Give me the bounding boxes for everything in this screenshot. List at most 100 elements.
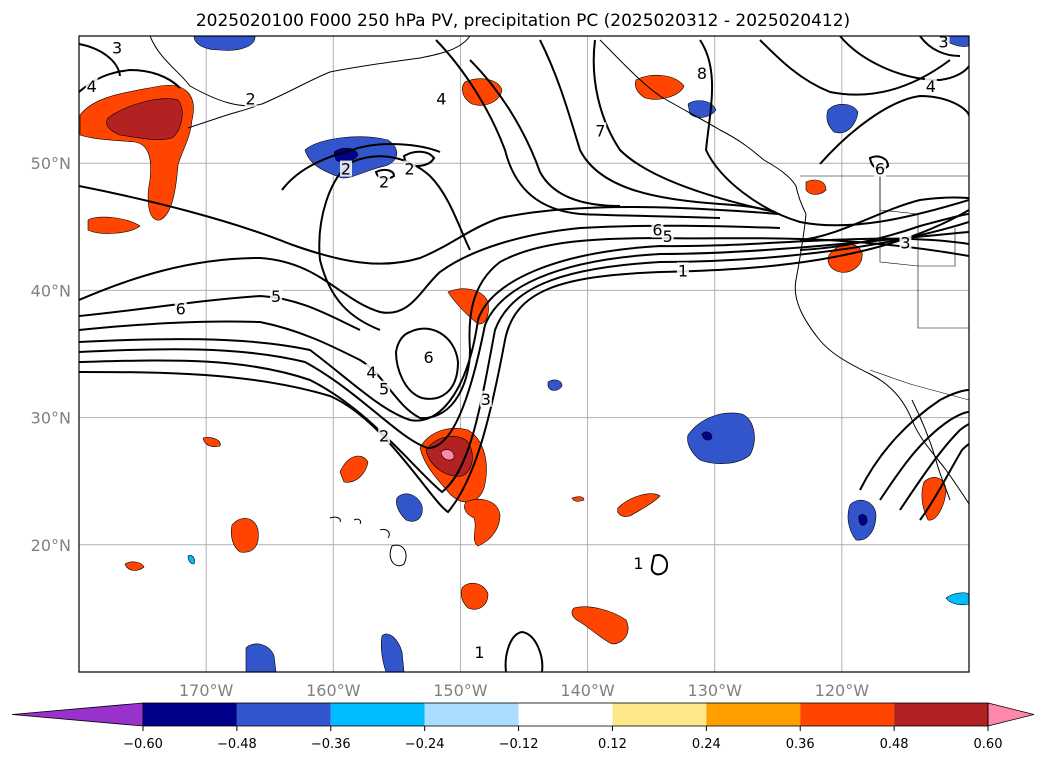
precip-area-neg-core bbox=[333, 147, 359, 163]
precip-area-pos bbox=[124, 561, 145, 571]
pv-contour bbox=[79, 237, 969, 422]
colorbar-segment bbox=[800, 703, 895, 726]
colorbar-tick-label: 0.48 bbox=[880, 737, 909, 752]
precip-area-neg bbox=[396, 493, 423, 522]
precip-area-pos bbox=[339, 455, 369, 483]
colorbar-tick-label: −0.24 bbox=[405, 737, 445, 752]
precip-area-neg bbox=[547, 379, 563, 391]
contour-label-bg bbox=[403, 160, 416, 177]
pv-contour-loop bbox=[868, 155, 890, 171]
contour-label-bg bbox=[632, 554, 645, 571]
colorbar: −0.60 −0.48 −0.36 −0.24 −0.12 0.12 0.24 0.36 0.4… bbox=[11, 702, 1035, 752]
lon-tick-label: 170°W bbox=[179, 681, 234, 700]
contour-label: 4 bbox=[926, 77, 936, 96]
contour-label-bg bbox=[378, 380, 391, 397]
contour-label: 5 bbox=[271, 287, 281, 306]
pv-contour bbox=[899, 423, 969, 511]
contour-label: 2 bbox=[379, 427, 389, 446]
contour-label: 5 bbox=[663, 227, 673, 246]
contour-label: 1 bbox=[474, 643, 484, 662]
pv-contour bbox=[79, 224, 781, 314]
contour-label-bg bbox=[378, 427, 391, 444]
precip-area-pos bbox=[571, 496, 585, 502]
figure-title: 2025020100 F000 250 hPa PV, precipitatio… bbox=[196, 11, 850, 31]
coastline-alaska bbox=[149, 36, 471, 107]
colorbar-tick-label: −0.12 bbox=[499, 737, 539, 752]
coastline-canada bbox=[599, 39, 807, 215]
precip-area-pos-peak bbox=[440, 449, 455, 461]
lat-tick-label: 30°N bbox=[31, 409, 71, 428]
contour-label-bg bbox=[696, 65, 708, 82]
colorbar-segment bbox=[143, 703, 237, 726]
pv-contour bbox=[539, 39, 776, 213]
contour-label-bg bbox=[174, 300, 187, 317]
contour-label: 6 bbox=[424, 348, 434, 367]
contour-label-bg bbox=[244, 90, 257, 107]
pv-contour-loop bbox=[650, 554, 668, 576]
pv-contour bbox=[79, 294, 361, 331]
lon-tick-label: 160°W bbox=[306, 681, 361, 700]
contour-label-bg bbox=[874, 160, 886, 177]
precip-area-pos bbox=[571, 606, 629, 645]
border-states bbox=[869, 176, 969, 401]
precip-area-pos bbox=[202, 437, 221, 448]
contour-label: 5 bbox=[379, 380, 389, 399]
colorbar-segment bbox=[612, 703, 707, 726]
pv-contour bbox=[859, 389, 969, 491]
lon-tick-label: 150°W bbox=[433, 681, 488, 700]
lon-tick-label: 140°W bbox=[560, 681, 615, 700]
contour-label: 1 bbox=[678, 261, 688, 280]
contour-label: 2 bbox=[404, 160, 414, 179]
precip-area-pos bbox=[617, 493, 661, 517]
contour-label-bg bbox=[378, 173, 391, 190]
precip-area-neg bbox=[687, 100, 717, 118]
contour-label: 6 bbox=[875, 160, 885, 179]
pv-contour bbox=[469, 59, 621, 207]
coastline-hawaii bbox=[329, 516, 407, 567]
map-background bbox=[79, 36, 969, 672]
contour-label: 3 bbox=[112, 39, 122, 58]
colorbar-segment bbox=[894, 703, 988, 726]
precip-area-neg bbox=[687, 412, 755, 464]
contour-label: 1 bbox=[633, 554, 643, 573]
longitude-tick-labels: 170°W 160°W 150°W 140°W 130°W 120°W bbox=[179, 681, 869, 700]
pv-contour bbox=[879, 411, 969, 501]
contour-label: 3 bbox=[938, 32, 948, 51]
contour-label: 2 bbox=[246, 90, 256, 109]
precip-negative-areas bbox=[187, 36, 969, 672]
pv-contours bbox=[79, 36, 969, 672]
precip-area-neg bbox=[945, 592, 969, 606]
pv-contour-loop bbox=[394, 327, 460, 400]
pv-contour bbox=[79, 236, 969, 420]
contour-label-bg bbox=[937, 36, 950, 50]
colorbar-tick-label: −0.60 bbox=[123, 737, 163, 752]
pv-contour bbox=[435, 39, 721, 219]
pv-contour bbox=[592, 39, 776, 213]
pv-contour bbox=[799, 196, 969, 241]
contour-label-bg bbox=[111, 39, 124, 56]
contour-label-bg bbox=[594, 122, 607, 139]
lon-tick-label: 120°W bbox=[815, 681, 870, 700]
lon-tick-label: 130°W bbox=[688, 681, 743, 700]
contour-label-bg bbox=[924, 77, 937, 94]
colorbar-segment bbox=[330, 703, 425, 726]
map-frame bbox=[78, 35, 970, 673]
precip-area-pos bbox=[805, 179, 827, 195]
contour-label-bg bbox=[365, 364, 378, 381]
pv-contour bbox=[281, 143, 441, 191]
precip-area-neg bbox=[245, 643, 277, 672]
contour-label-bg bbox=[340, 160, 352, 177]
colorbar-segment bbox=[424, 703, 519, 726]
colorbar-under-arrow bbox=[11, 702, 144, 727]
contour-label: 7 bbox=[595, 121, 605, 140]
precip-area-pos bbox=[460, 582, 489, 610]
precip-area-neg-core bbox=[858, 514, 868, 526]
precip-area-pos-core bbox=[106, 98, 183, 140]
pv-contour bbox=[79, 185, 781, 265]
precip-area-neg bbox=[187, 555, 195, 565]
colorbar-frame bbox=[142, 702, 989, 727]
coastline-us-west bbox=[794, 213, 969, 505]
pv-contour bbox=[504, 630, 544, 672]
